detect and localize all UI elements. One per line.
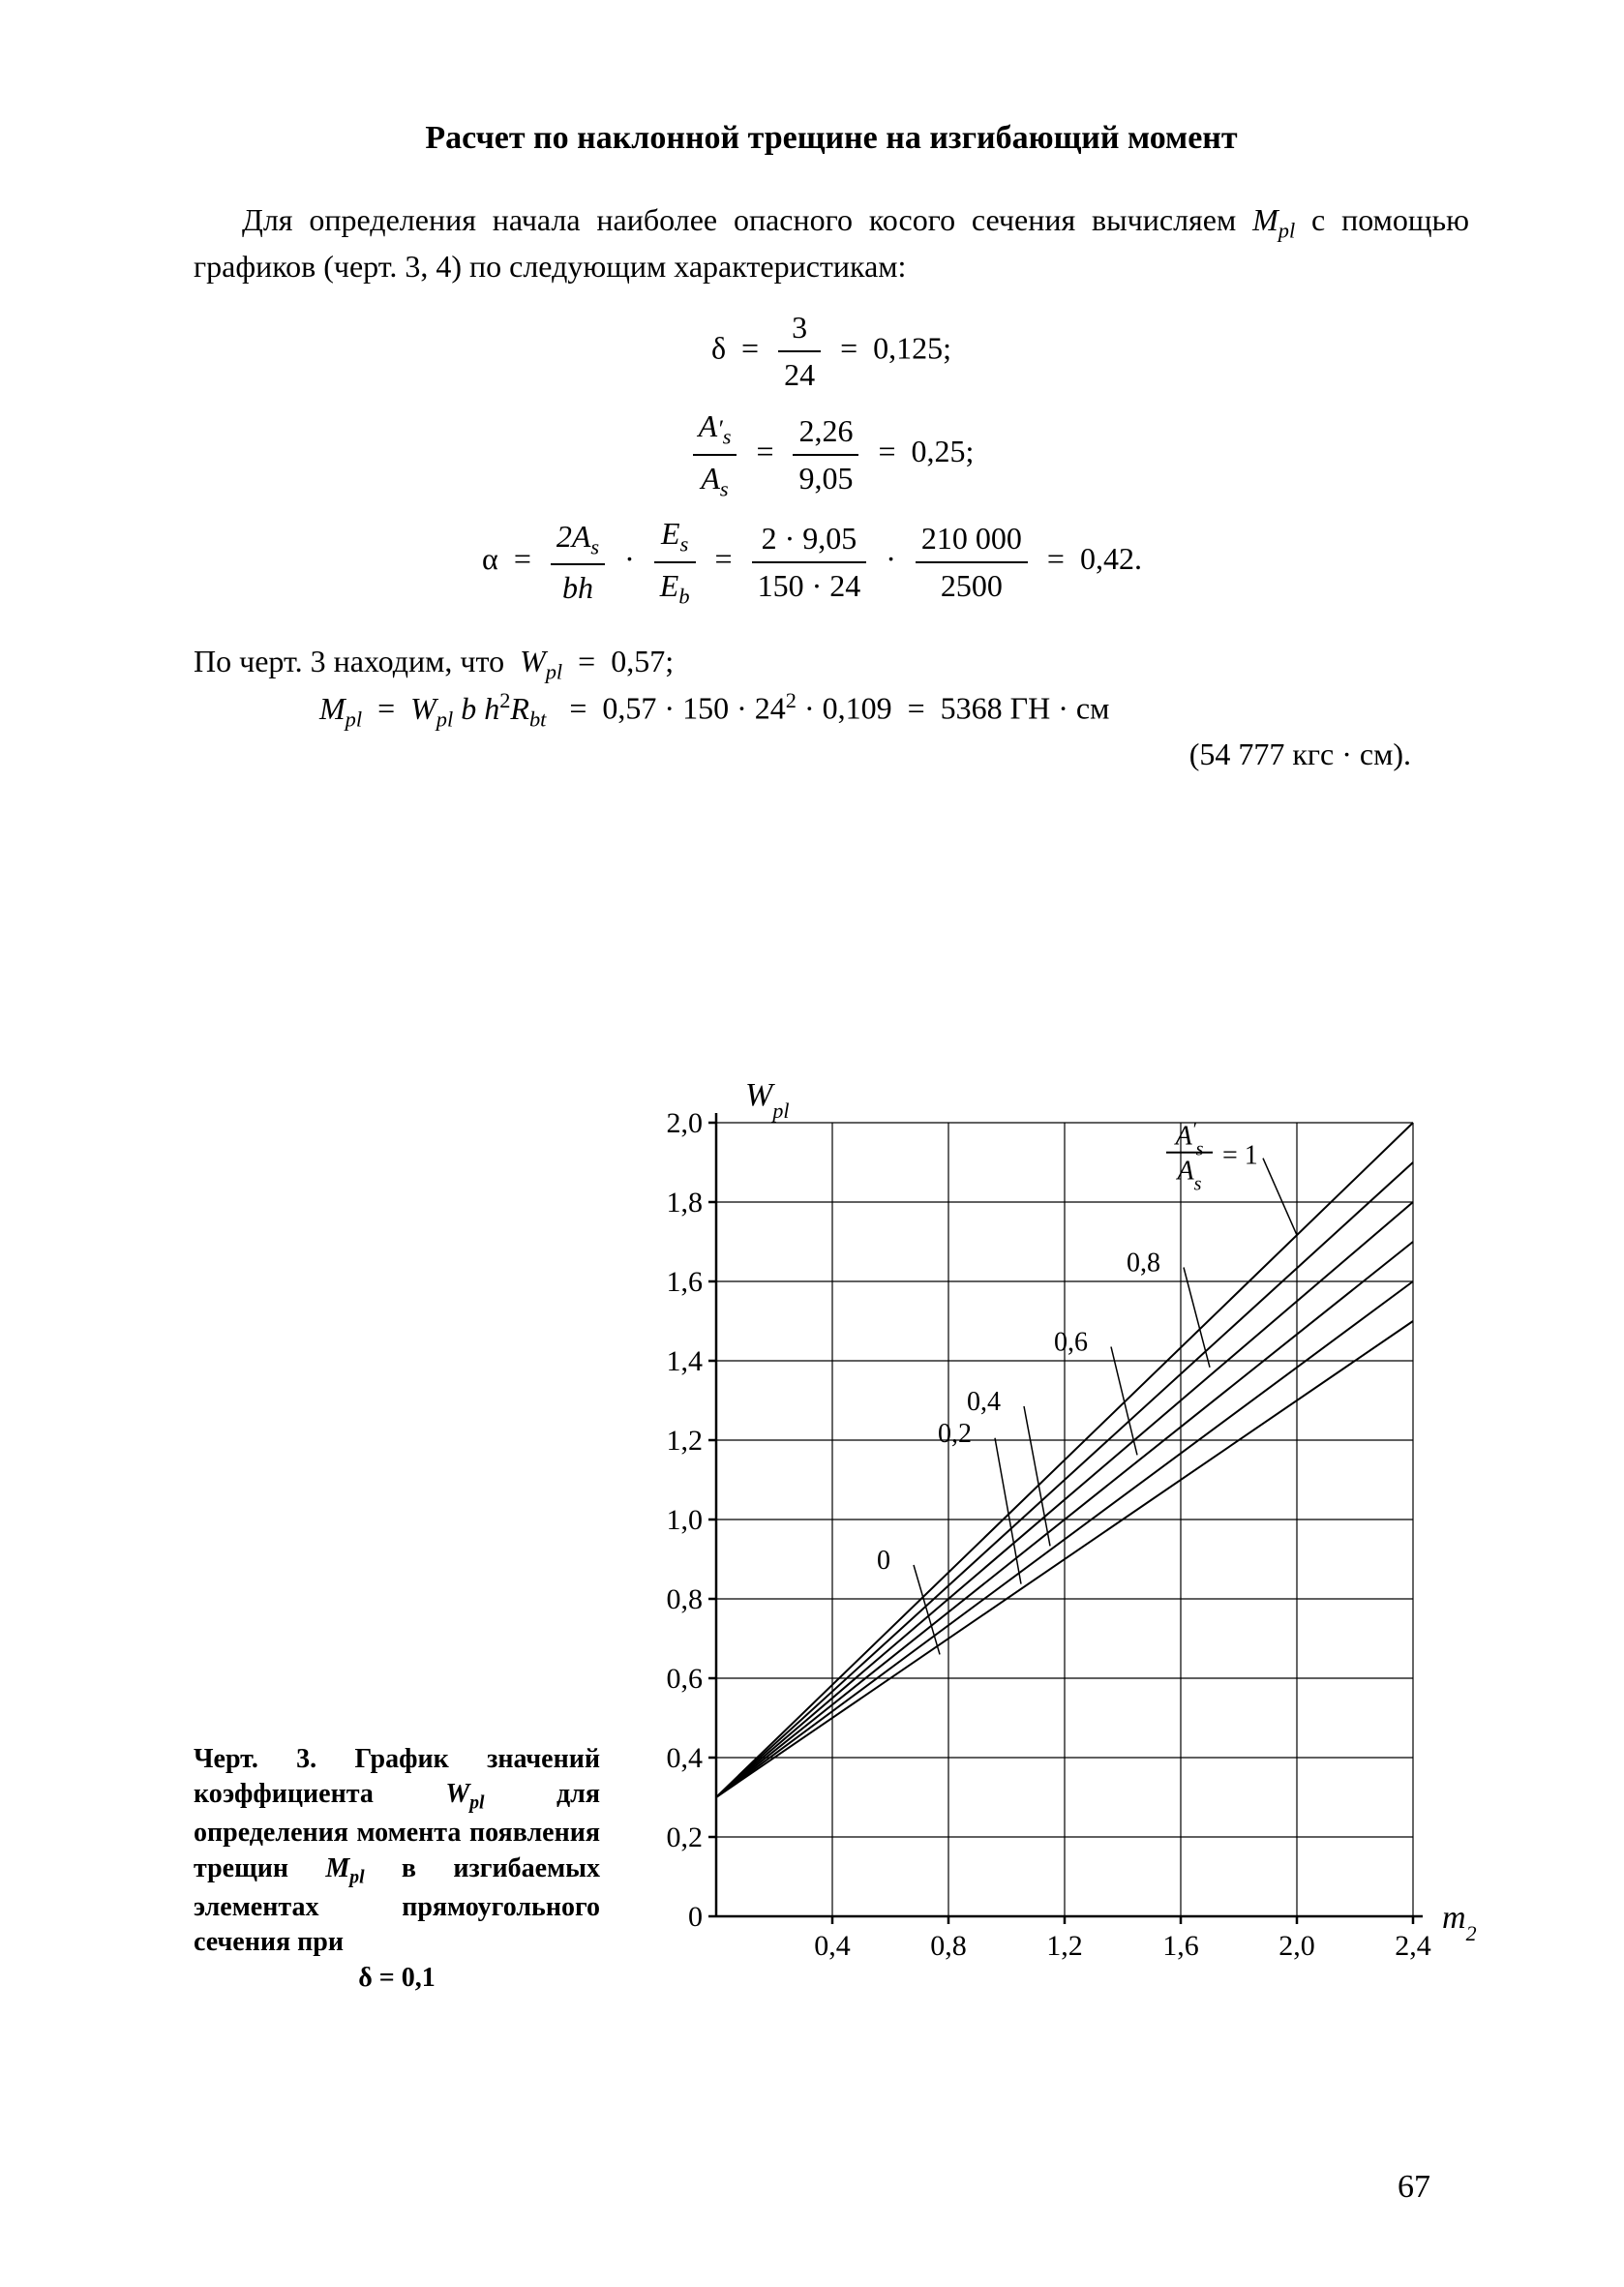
svg-text:0,4: 0,4 (967, 1387, 1001, 1417)
svg-text:1,4: 1,4 (667, 1345, 704, 1377)
page-number: 67 (1398, 2165, 1430, 2210)
svg-text:1,2: 1,2 (667, 1425, 704, 1457)
svg-text:0,8: 0,8 (667, 1583, 704, 1615)
eq3-rhs: 0,42 (1080, 541, 1134, 576)
svg-text:As: As (1176, 1157, 1202, 1195)
svg-text:2,4: 2,4 (1395, 1930, 1431, 1962)
svg-text:1,6: 1,6 (667, 1266, 704, 1298)
svg-text:Wpl: Wpl (745, 1077, 789, 1123)
svg-text:0,6: 0,6 (1054, 1328, 1088, 1358)
eq3-f2-den: Eb (654, 563, 696, 612)
eq2-lhs-den: As (693, 456, 737, 504)
svg-text:m2: m2 (1442, 1900, 1477, 1945)
svg-text:0,4: 0,4 (667, 1742, 704, 1774)
caption-mpl: Mpl (325, 1853, 364, 1883)
result-line-2: Mpl = Wpl b h2Rbt = 0,57 · 150 · 242 · 0… (368, 686, 1469, 734)
chart-wpl: 00,20,40,60,81,01,21,41,61,82,00,40,81,2… (600, 1065, 1490, 2032)
svg-text:1,0: 1,0 (667, 1504, 704, 1536)
eq3-f4-den: 2500 (916, 563, 1028, 607)
intro-text-1: Для определения начала наиболее опасного… (242, 202, 1252, 237)
svg-text:0,8: 0,8 (1127, 1249, 1160, 1279)
chart-caption: Черт. 3. График значений коэффициента Wp… (194, 1742, 600, 1996)
eq3-f1-num: 2As (551, 516, 605, 566)
svg-text:0,2: 0,2 (667, 1821, 704, 1853)
svg-text:1,6: 1,6 (1162, 1930, 1199, 1962)
result-line-1: По черт. 3 находим, что Wpl = 0,57; (242, 641, 1469, 687)
result-line-3: (54 777 кгс · см). (242, 734, 1469, 775)
eq1-lhs: δ (711, 330, 726, 365)
svg-text:0,4: 0,4 (814, 1930, 851, 1962)
svg-text:0: 0 (877, 1546, 890, 1576)
eq2-rhs: 0,25 (912, 434, 966, 468)
eq1-num: 3 (778, 307, 821, 352)
svg-text:2,0: 2,0 (1278, 1930, 1315, 1962)
eq1-rhs: 0,125 (873, 330, 943, 365)
eq2-mid-num: 2,26 (793, 410, 858, 456)
eq2-lhs-num: A′s (693, 406, 737, 456)
svg-text:0,2: 0,2 (938, 1419, 972, 1449)
equation-as-ratio: A′s As = 2,26 9,05 = 0,25; (194, 406, 1469, 503)
eq3-f3-num: 2 · 9,05 (752, 518, 867, 563)
equation-delta: δ = 3 24 = 0,125; (194, 307, 1469, 396)
eq2-mid-den: 9,05 (793, 456, 858, 499)
svg-text:A′s: A′s (1174, 1120, 1204, 1160)
chart-svg: 00,20,40,60,81,01,21,41,61,82,00,40,81,2… (600, 1065, 1490, 2032)
caption-last: δ = 0,1 (194, 1961, 600, 1996)
caption-wpl: Wpl (445, 1779, 484, 1809)
svg-text:0,6: 0,6 (667, 1663, 704, 1695)
intro-paragraph: Для определения начала наиболее опасного… (194, 199, 1469, 287)
eq3-lhs: α (482, 541, 498, 576)
eq3-f3-den: 150 · 24 (752, 563, 867, 607)
symbol-mpl: Mpl (1252, 202, 1295, 237)
eq3-f1-den: bh (551, 565, 605, 609)
equation-alpha: α = 2As bh · Es Eb = 2 · 9,05 150 · 24 ·… (155, 513, 1469, 611)
svg-text:0,8: 0,8 (930, 1930, 967, 1962)
results-block: По черт. 3 находим, что Wpl = 0,57; Mpl … (242, 641, 1469, 776)
svg-text:2,0: 2,0 (667, 1107, 704, 1139)
section-heading: Расчет по наклонной трещине на изгибающи… (194, 116, 1469, 161)
svg-text:1,8: 1,8 (667, 1187, 704, 1219)
svg-text:0: 0 (688, 1901, 703, 1933)
svg-text:= 1: = 1 (1222, 1141, 1258, 1171)
eq3-f4-num: 210 000 (916, 518, 1028, 563)
eq3-f2-num: Es (654, 513, 696, 563)
eq1-den: 24 (778, 352, 821, 396)
svg-text:1,2: 1,2 (1046, 1930, 1083, 1962)
